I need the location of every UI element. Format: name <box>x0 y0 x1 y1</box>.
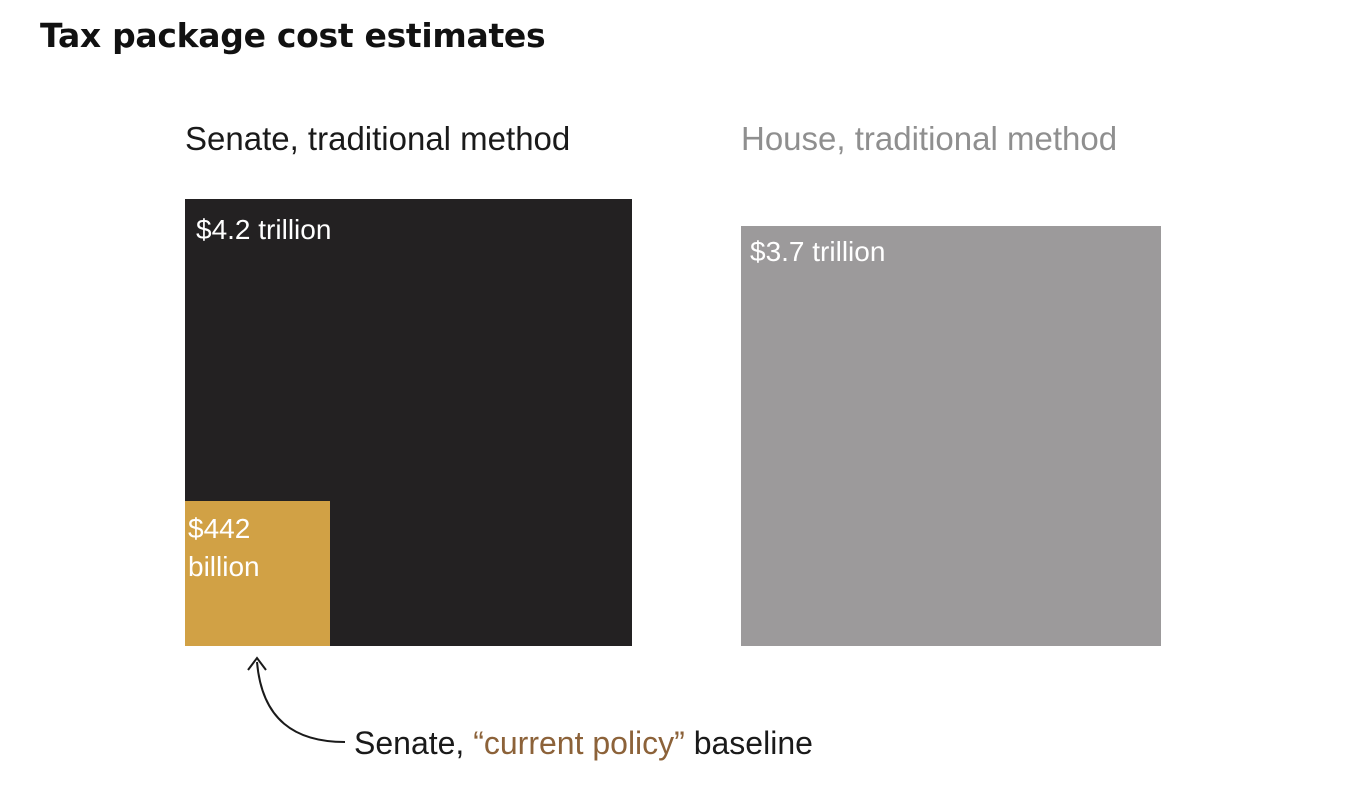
senate-panel-label: Senate, traditional method <box>185 120 571 157</box>
senate-current-policy-value-label: $442 billion <box>188 512 260 582</box>
annotation-prefix: Senate, <box>354 725 474 761</box>
current-policy-annotation: Senate, “current policy” baseline <box>354 725 813 762</box>
senate-traditional-value-label: $4.2 trillion <box>196 214 332 245</box>
house-panel-label: House, traditional method <box>741 120 1118 157</box>
senate-current-policy-square: $442 billion <box>185 500 330 646</box>
chart-title: Tax package cost estimates <box>40 16 546 55</box>
annotation-highlight: “current policy” <box>473 725 685 761</box>
annotation-arrow-line <box>256 661 346 743</box>
house-traditional-value-label: $3.7 trillion <box>750 236 886 268</box>
annotation-suffix: baseline <box>684 725 813 761</box>
annotation-arrow-head <box>247 656 267 671</box>
house-traditional-square: $3.7 trillion <box>741 226 1161 646</box>
